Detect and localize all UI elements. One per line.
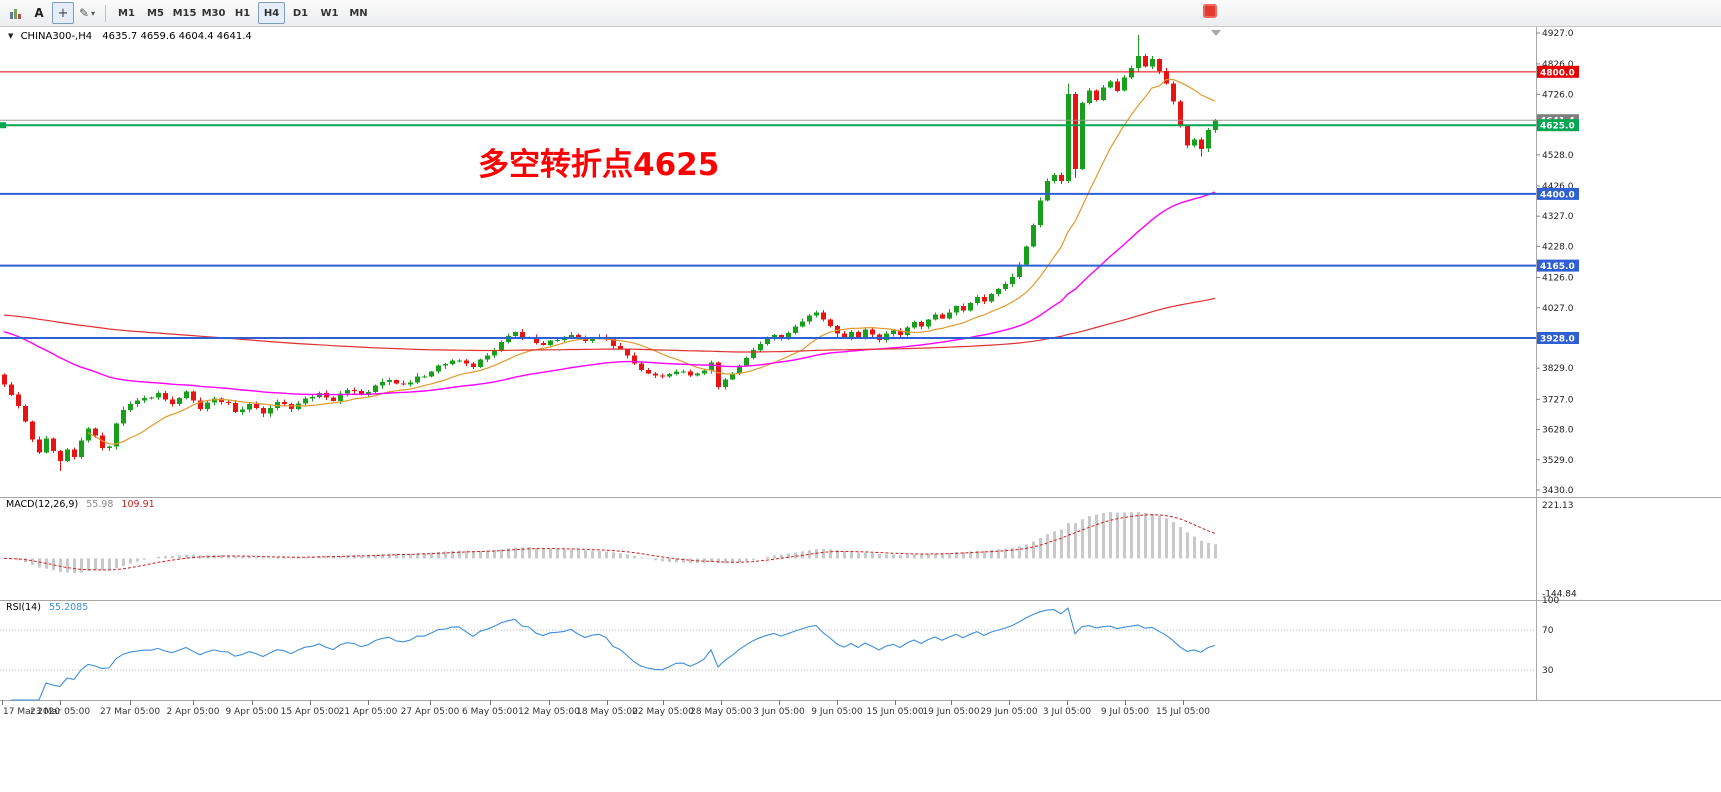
symbol-text: CHINA300-,H4: [20, 31, 93, 42]
svg-text:2 Apr 05:00: 2 Apr 05:00: [167, 707, 220, 717]
svg-text:4625.0: 4625.0: [1540, 122, 1575, 132]
moving-averages: [3, 78, 1216, 445]
svg-text:3829.0: 3829.0: [1542, 364, 1574, 374]
svg-text:70: 70: [1542, 626, 1554, 636]
rsi-value: 55.2085: [48, 602, 89, 613]
crosshair-tool-button[interactable]: +: [52, 2, 74, 24]
horizontal-levels: [0, 71, 1536, 339]
svg-text:3628.0: 3628.0: [1542, 426, 1574, 436]
svg-text:6 May 05:00: 6 May 05:00: [462, 707, 518, 717]
svg-text:15 Apr 05:00: 15 Apr 05:00: [281, 707, 340, 717]
svg-text:3 Jul 05:00: 3 Jul 05:00: [1043, 707, 1092, 717]
toolbar-separator: [105, 4, 106, 22]
svg-text:3 Jun 05:00: 3 Jun 05:00: [753, 707, 805, 717]
svg-text:4426.0: 4426.0: [1542, 182, 1574, 192]
svg-text:9 Jul 05:00: 9 Jul 05:00: [1101, 707, 1150, 717]
svg-text:221.13: 221.13: [1542, 501, 1574, 511]
svg-text:30: 30: [1542, 666, 1554, 676]
text-tool-button[interactable]: A: [28, 2, 50, 24]
timeframe-button-H1[interactable]: H1: [234, 7, 251, 19]
svg-text:15 Jul 05:00: 15 Jul 05:00: [1156, 707, 1210, 717]
pencil-icon: ✎: [78, 6, 90, 20]
ohlc-values: 4635.7 4659.6 4604.4 4641.4: [102, 31, 252, 42]
text-tool-label: A: [34, 6, 44, 20]
svg-text:19 Jun 05:00: 19 Jun 05:00: [922, 707, 979, 717]
svg-text:3529.0: 3529.0: [1542, 456, 1574, 466]
red-marker-icon[interactable]: [1203, 4, 1217, 18]
timeframe-button-H4[interactable]: H4: [258, 2, 285, 24]
svg-text:4927.0: 4927.0: [1542, 29, 1574, 39]
price-chart-canvas[interactable]: 4927.0 4826.0 4726.0 4625.0 4528.0 4426.0 4327…: [0, 27, 1721, 792]
svg-text:9 Jun 05:00: 9 Jun 05:00: [811, 707, 863, 717]
svg-text:28 May 05:00: 28 May 05:00: [690, 707, 752, 717]
macd-signal-value: 109.91: [121, 499, 155, 510]
svg-text:15 Jun 05:00: 15 Jun 05:00: [866, 707, 923, 717]
chart-symbol-label: ▼ CHINA300-,H4 4635.7 4659.6 4604.4 4641…: [8, 31, 252, 42]
svg-text:4228.0: 4228.0: [1542, 242, 1574, 252]
timeframe-button-M30[interactable]: M30: [201, 7, 226, 19]
svg-text:18 May 05:00: 18 May 05:00: [576, 707, 638, 717]
svg-text:4327.0: 4327.0: [1542, 212, 1574, 222]
drawing-tool-button[interactable]: ✎ ▾: [76, 2, 98, 24]
svg-text:4726.0: 4726.0: [1542, 90, 1574, 100]
timeframe-button-MN[interactable]: MN: [349, 7, 368, 19]
svg-text:4027.0: 4027.0: [1542, 304, 1574, 314]
svg-text:29 Jun 05:00: 29 Jun 05:00: [980, 707, 1037, 717]
timeframe-group: M1 M5 M15 M30 H1 H4 D1 W1 MN: [112, 2, 373, 24]
shift-marker-icon: [1211, 30, 1221, 36]
macd-indicator: 221.13 -144.84: [3, 501, 1577, 599]
timeframe-button-M5[interactable]: M5: [147, 7, 164, 19]
macd-main-value: 55.98: [86, 499, 114, 510]
rsi-name: RSI(14): [6, 602, 41, 613]
svg-text:4826.0: 4826.0: [1542, 60, 1574, 70]
bar-chart-tool-button[interactable]: [4, 2, 26, 24]
svg-text:23 Mar 05:00: 23 Mar 05:00: [30, 707, 90, 717]
rsi-label: RSI(14) 55.2085: [6, 602, 93, 613]
svg-text:4528.0: 4528.0: [1542, 151, 1574, 161]
svg-text:4126.0: 4126.0: [1542, 274, 1574, 284]
svg-text:4400.0: 4400.0: [1540, 190, 1575, 200]
svg-text:27 Mar 05:00: 27 Mar 05:00: [100, 707, 160, 717]
svg-text:3928.0: 3928.0: [1540, 335, 1575, 345]
svg-text:-144.84: -144.84: [1542, 589, 1577, 599]
toolbar: A + ✎ ▾ M1 M5 M15 M30 H1 H4 D1 W1 MN: [0, 0, 1721, 27]
svg-text:4800.0: 4800.0: [1540, 68, 1575, 78]
svg-text:4165.0: 4165.0: [1540, 262, 1575, 272]
svg-text:9 Apr 05:00: 9 Apr 05:00: [226, 707, 279, 717]
chart-area: 4927.0 4826.0 4726.0 4625.0 4528.0 4426.0 4327…: [0, 27, 1721, 792]
macd-label: MACD(12,26,9) 55.98 109.91: [6, 499, 160, 510]
timeframe-button-D1[interactable]: D1: [292, 7, 309, 19]
timeframe-button-M15[interactable]: M15: [172, 7, 197, 19]
macd-name: MACD(12,26,9): [6, 499, 79, 510]
svg-text:3727.0: 3727.0: [1542, 395, 1574, 405]
svg-text:100: 100: [1542, 596, 1559, 606]
svg-text:12 May 05:00: 12 May 05:00: [518, 707, 580, 717]
collapse-arrow-icon[interactable]: ▼: [8, 32, 14, 40]
line-anchor-marker: [0, 122, 6, 129]
annotation-text[interactable]: 多空转折点4625: [478, 147, 720, 183]
chart-markers: [0, 30, 1221, 129]
svg-text:22 May 05:00: 22 May 05:00: [632, 707, 694, 717]
svg-text:27 Apr 05:00: 27 Apr 05:00: [401, 707, 460, 717]
candlesticks: [2, 35, 1218, 472]
dropdown-arrow-icon: ▾: [91, 8, 96, 18]
rsi-indicator: 100 70 30: [0, 596, 1559, 701]
timeframe-button-W1[interactable]: W1: [320, 7, 339, 19]
bar-chart-icon: [9, 8, 21, 19]
svg-text:17 Mar 2020: 17 Mar 2020: [3, 707, 60, 717]
timeframe-button-M1[interactable]: M1: [118, 7, 135, 19]
svg-text:3430.0: 3430.0: [1542, 486, 1574, 496]
svg-text:21 Apr 05:00: 21 Apr 05:00: [339, 707, 398, 717]
pane-separators: [0, 27, 1721, 701]
crosshair-icon: +: [57, 5, 69, 21]
